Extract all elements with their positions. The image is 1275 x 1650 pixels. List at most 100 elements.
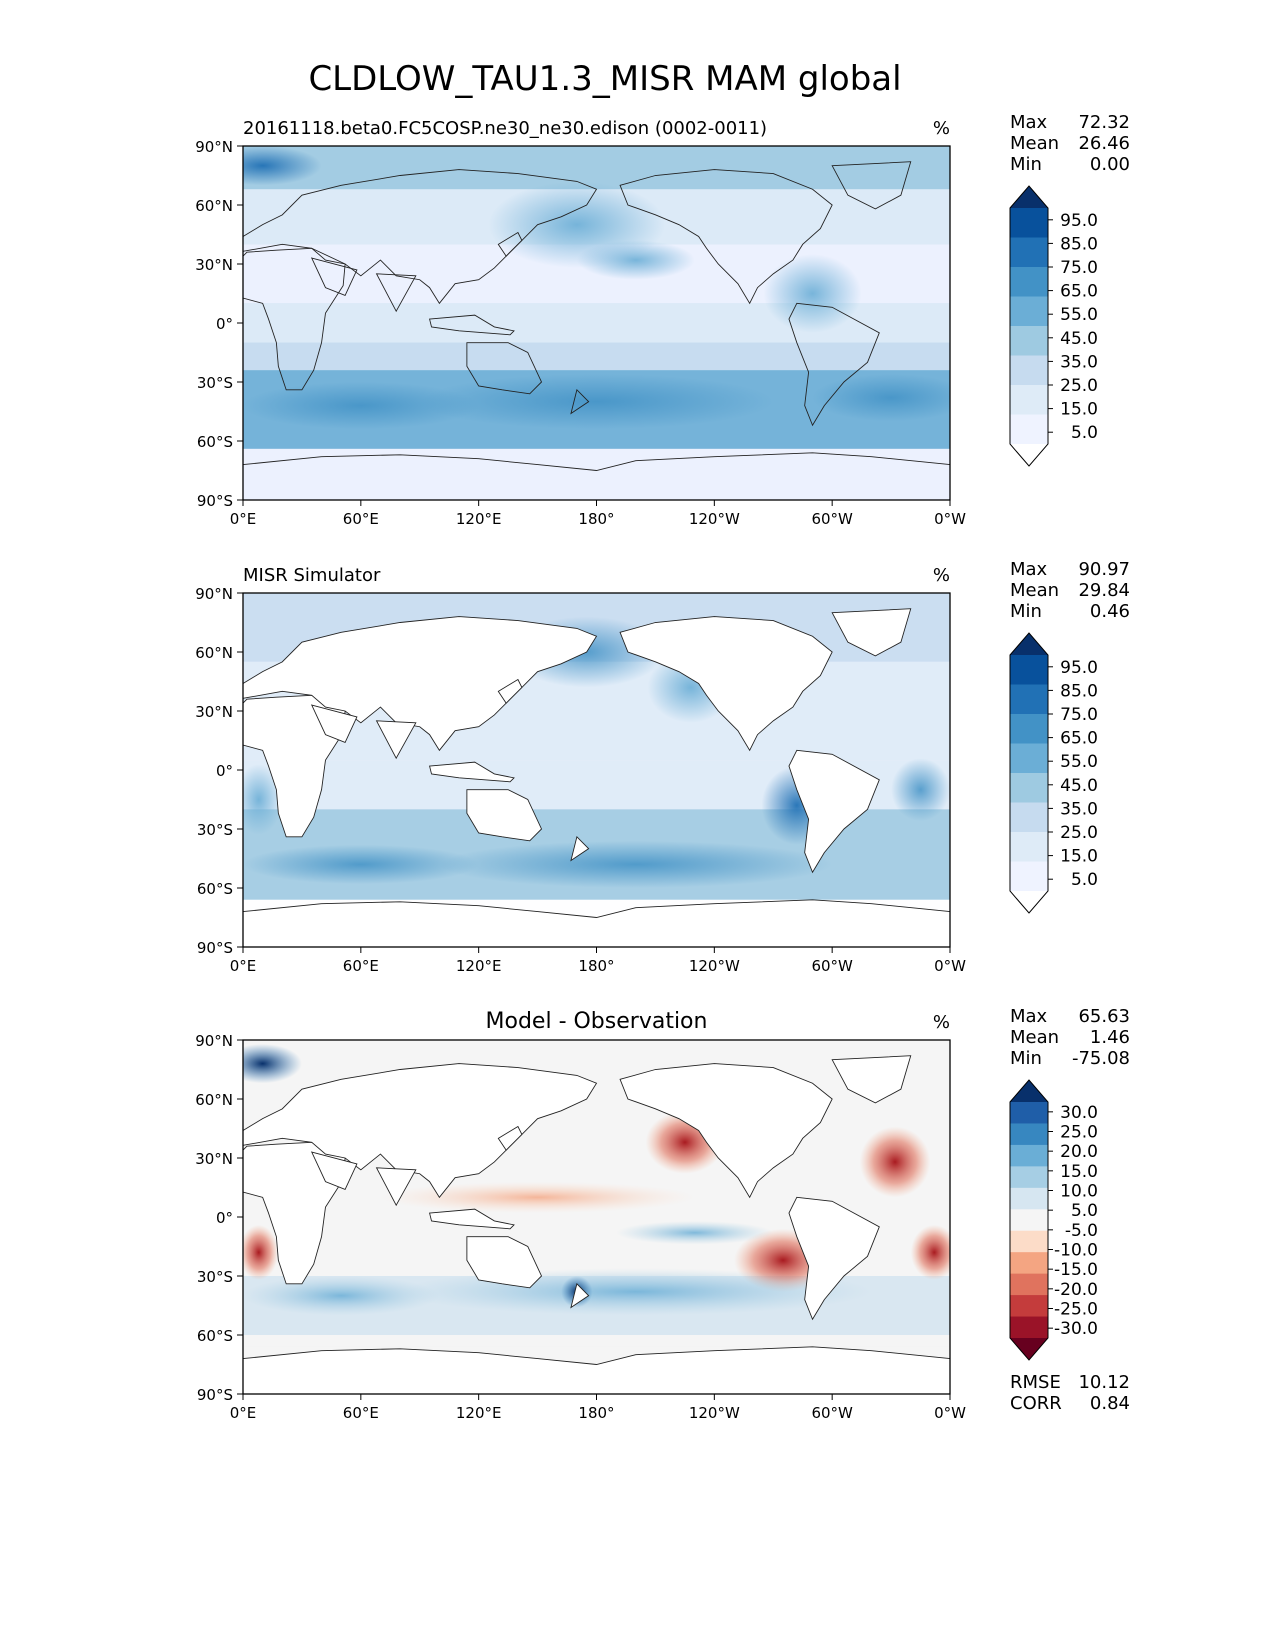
panel-units: % bbox=[933, 1012, 950, 1033]
colorbar-segment bbox=[1010, 684, 1048, 715]
stat-value: 72.32 bbox=[1078, 112, 1130, 133]
stat-value: 90.97 bbox=[1078, 559, 1130, 580]
colorbar-tick-label: 35.0 bbox=[1060, 352, 1098, 372]
colorbar-segment bbox=[1010, 802, 1048, 833]
colorbar-segment bbox=[1010, 1316, 1048, 1339]
lat-tick-label: 60°S bbox=[197, 1327, 233, 1345]
stat-value: 0.00 bbox=[1090, 154, 1130, 175]
lat-tick-label: 30°S bbox=[197, 821, 233, 839]
colorbar-tick-label: 55.0 bbox=[1060, 305, 1098, 325]
map-test bbox=[243, 146, 950, 500]
lon-tick-label: 120°E bbox=[456, 510, 502, 528]
lat-tick-label: 0° bbox=[216, 315, 233, 333]
lat-tick-label: 90°N bbox=[195, 1032, 233, 1050]
lon-tick-label: 0°W bbox=[934, 1404, 966, 1422]
stat-label: Min bbox=[1010, 1048, 1042, 1069]
colorbar-tick-label: 95.0 bbox=[1060, 211, 1098, 231]
lat-tick-label: 0° bbox=[216, 762, 233, 780]
field-feature bbox=[243, 382, 479, 430]
field-feature bbox=[419, 374, 774, 430]
panel-test: 20161118.beta0.FC5COSP.ne30_ne30.edison … bbox=[195, 112, 1130, 528]
colorbar-tick-label: 15.0 bbox=[1060, 400, 1098, 420]
colorbar-segment bbox=[1010, 296, 1048, 327]
lon-tick-label: 120°W bbox=[689, 1404, 740, 1422]
colorbar-tick-label: 55.0 bbox=[1060, 752, 1098, 772]
colorbar-segment bbox=[1010, 1166, 1048, 1189]
colorbar-segment bbox=[1010, 267, 1048, 297]
lat-tick-label: 0° bbox=[216, 1209, 233, 1227]
colorbar-tick-label: -15.0 bbox=[1054, 1260, 1098, 1280]
field-feature bbox=[243, 764, 283, 835]
stat-value: 1.46 bbox=[1090, 1027, 1130, 1048]
field-feature bbox=[243, 844, 479, 885]
lat-tick-label: 90°S bbox=[197, 1386, 233, 1404]
lon-tick-label: 60°W bbox=[811, 957, 853, 975]
colorbar-extend-max bbox=[1010, 1080, 1048, 1102]
stat-value: -75.08 bbox=[1072, 1048, 1130, 1069]
field-feature bbox=[439, 840, 833, 889]
field-band bbox=[243, 448, 950, 500]
lon-tick-label: 120°E bbox=[456, 957, 502, 975]
colorbar-tick-label: 75.0 bbox=[1060, 705, 1098, 725]
colorbar-segment bbox=[1010, 385, 1048, 415]
colorbar-tick-label: 5.0 bbox=[1071, 1201, 1098, 1221]
stat-value: 29.84 bbox=[1078, 580, 1130, 601]
field-feature bbox=[859, 1126, 931, 1198]
colorbar-tick-label: -30.0 bbox=[1054, 1319, 1098, 1339]
footer-stat-value: 10.12 bbox=[1078, 1372, 1130, 1393]
field-feature bbox=[243, 146, 322, 186]
panel-left-title: MISR Simulator bbox=[243, 565, 381, 586]
lat-tick-label: 30°S bbox=[197, 1268, 233, 1286]
stat-label: Mean bbox=[1010, 580, 1059, 601]
field-feature bbox=[763, 254, 862, 333]
colorbar-tick-label: 20.0 bbox=[1060, 1142, 1098, 1162]
colorbar-outline bbox=[1009, 632, 1049, 914]
lat-tick-label: 30°N bbox=[195, 703, 233, 721]
lon-tick-label: 60°E bbox=[343, 957, 379, 975]
colorbar-segment bbox=[1010, 208, 1048, 238]
field-band bbox=[243, 342, 950, 371]
field-feature bbox=[243, 1276, 440, 1316]
colorbar: 95.0 85.0 75.0 65.0 55.0 45.0 35.0 25.0 15.0 5.0 bbox=[1009, 185, 1098, 467]
panel-units: % bbox=[933, 118, 950, 139]
field-feature bbox=[243, 1043, 302, 1084]
colorbar-tick-label: 25.0 bbox=[1060, 1123, 1098, 1143]
stat-value: 65.63 bbox=[1078, 1006, 1130, 1027]
colorbar-segment bbox=[1010, 355, 1048, 386]
colorbar-tick-label: 85.0 bbox=[1060, 681, 1098, 701]
lon-tick-label: 60°W bbox=[811, 510, 853, 528]
colorbar-tick-label: 45.0 bbox=[1060, 329, 1098, 349]
lat-tick-label: 60°S bbox=[197, 880, 233, 898]
colorbar-extend-max bbox=[1010, 633, 1048, 655]
colorbar-segment bbox=[1010, 714, 1048, 744]
stat-value: 26.46 bbox=[1078, 133, 1130, 154]
colorbar-outline bbox=[1009, 185, 1049, 467]
colorbar: 30.025.020.015.010.05.0-5.0-10.0-15.0-20… bbox=[1009, 1079, 1098, 1361]
stat-label: Min bbox=[1010, 154, 1042, 175]
lon-tick-label: 0°E bbox=[230, 510, 257, 528]
colorbar-tick-label: 5.0 bbox=[1071, 870, 1098, 890]
lon-tick-label: 120°W bbox=[689, 510, 740, 528]
colorbar-segment bbox=[1010, 1209, 1048, 1232]
lon-tick-label: 180° bbox=[578, 510, 614, 528]
colorbar-segment bbox=[1010, 1273, 1048, 1296]
field-feature bbox=[400, 1268, 872, 1316]
stat-label: Max bbox=[1010, 559, 1048, 580]
lon-tick-label: 120°W bbox=[689, 957, 740, 975]
colorbar-tick-label: 65.0 bbox=[1060, 729, 1098, 749]
colorbar-tick-label: 25.0 bbox=[1060, 376, 1098, 396]
lat-tick-label: 60°N bbox=[195, 197, 233, 215]
colorbar-segment bbox=[1010, 1144, 1048, 1167]
footer-stat-label: RMSE bbox=[1010, 1372, 1061, 1393]
field-feature bbox=[243, 1224, 279, 1280]
footer-stat-value: 0.84 bbox=[1090, 1393, 1130, 1414]
lat-tick-label: 90°N bbox=[195, 585, 233, 603]
lon-tick-label: 60°E bbox=[343, 1404, 379, 1422]
lat-tick-label: 60°N bbox=[195, 644, 233, 662]
lon-tick-label: 0°W bbox=[934, 510, 966, 528]
colorbar-segment bbox=[1010, 1230, 1048, 1253]
field-feature bbox=[910, 1224, 950, 1280]
field-feature bbox=[616, 1220, 774, 1245]
colorbar-segment bbox=[1010, 1252, 1048, 1275]
